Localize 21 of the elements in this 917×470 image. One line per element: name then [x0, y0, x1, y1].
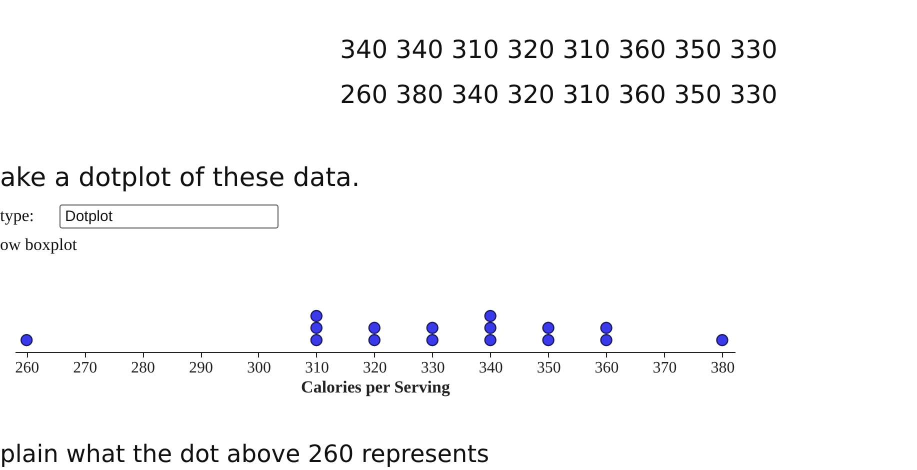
text: ake a dotplot of these data. — [0, 163, 360, 193]
text: type: — [0, 206, 34, 225]
x-tick-label: 270 — [73, 360, 98, 376]
x-tick-label: 280 — [131, 360, 156, 376]
text: ow boxplot — [0, 235, 78, 254]
x-tick-label: 290 — [189, 360, 214, 376]
x-tick-label: 310 — [304, 360, 329, 376]
x-tick-label: 370 — [652, 360, 677, 376]
text: plain what the dot above 260 represents — [0, 440, 490, 468]
x-tick-label: 340 — [478, 360, 503, 376]
text: 260 380 340 320 310 360 350 330 — [340, 80, 778, 109]
x-tick-label: 360 — [594, 360, 619, 376]
x-tick-label: 300 — [246, 360, 271, 376]
x-tick-label: 320 — [362, 360, 387, 376]
x-tick-label: 380 — [710, 360, 735, 376]
x-tick-label: 260 — [15, 360, 40, 376]
text: 340 340 310 320 310 360 350 330 — [340, 35, 778, 64]
text: Dotplot — [65, 208, 114, 225]
x-axis-title: Calories per Serving — [301, 378, 450, 396]
x-tick-label: 350 — [536, 360, 561, 376]
x-tick-label: 330 — [420, 360, 445, 376]
